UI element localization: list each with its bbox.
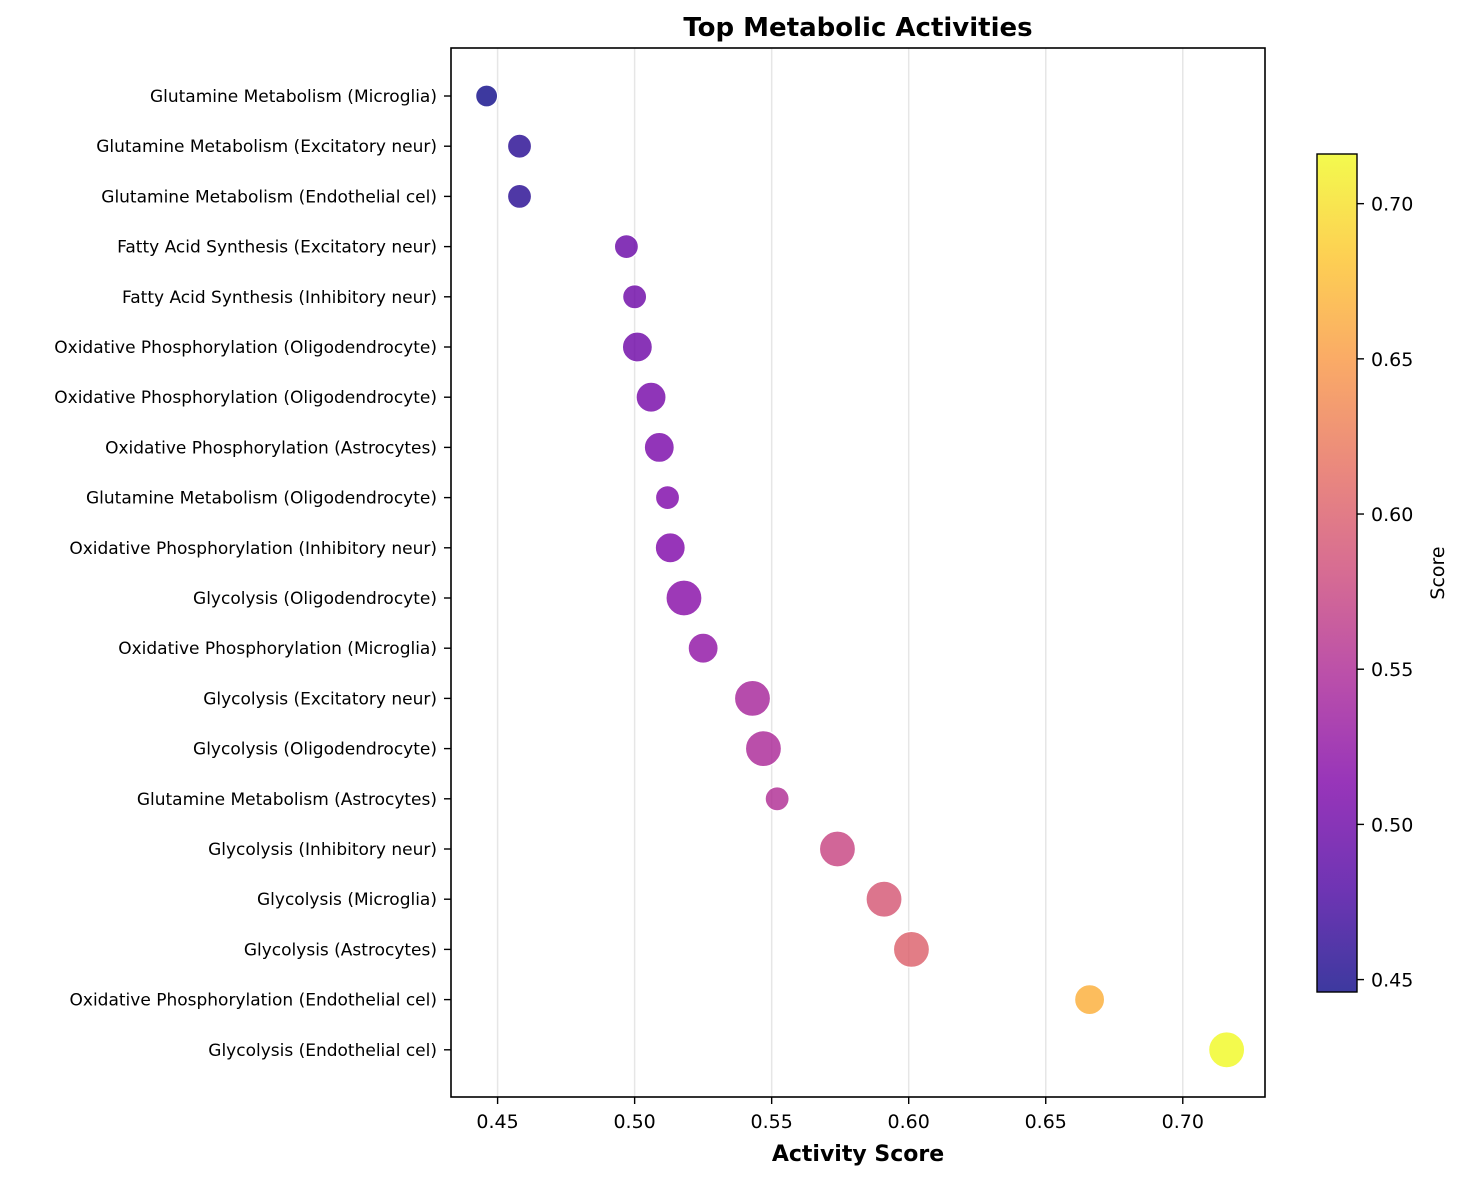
data-point bbox=[1208, 1031, 1246, 1069]
category-label: Oxidative Phosphorylation (Endothelial c… bbox=[70, 991, 437, 1011]
data-point bbox=[744, 729, 783, 768]
data-point bbox=[687, 632, 719, 664]
data-point bbox=[654, 485, 681, 511]
category-label: Glycolysis (Oligodendrocyte) bbox=[193, 589, 437, 609]
category-label: Glycolysis (Endothelial cel) bbox=[208, 1041, 437, 1061]
category-label: Oxidative Phosphorylation (Inhibitory ne… bbox=[69, 539, 437, 559]
x-tick-label: 0.60 bbox=[888, 1111, 930, 1133]
category-label: Glycolysis (Inhibitory neur) bbox=[208, 840, 437, 860]
data-point bbox=[1073, 983, 1106, 1016]
data-point bbox=[665, 579, 703, 617]
data-point bbox=[475, 84, 499, 108]
category-label: Glutamine Metabolism (Excitatory neur) bbox=[96, 137, 437, 157]
colorbar: Score 0.45 0.50 0.55 0.60 0.65 0.70 bbox=[1316, 153, 1449, 993]
x-tick-label: 0.45 bbox=[476, 1111, 518, 1133]
chart-title: Top Metabolic Activities bbox=[683, 13, 1032, 43]
data-point bbox=[643, 431, 675, 463]
colorbar-tick-label: 0.55 bbox=[1371, 659, 1413, 681]
data-point bbox=[892, 930, 931, 969]
x-tick-label: 0.50 bbox=[613, 1111, 655, 1133]
data-point bbox=[635, 381, 667, 413]
category-label: Oxidative Phosphorylation (Oligodendrocy… bbox=[54, 338, 437, 358]
data-point bbox=[865, 880, 903, 918]
x-tick-label: 0.55 bbox=[751, 1111, 793, 1133]
category-label: Oxidative Phosphorylation (Microglia) bbox=[118, 639, 437, 659]
colorbar-tick-label: 0.45 bbox=[1371, 970, 1413, 992]
data-point bbox=[764, 786, 790, 812]
x-axis: 0.45 0.50 0.55 0.60 0.65 0.70 bbox=[476, 1097, 1204, 1133]
grid-lines bbox=[496, 48, 1184, 1097]
x-tick-label: 0.65 bbox=[1025, 1111, 1067, 1133]
category-label: Fatty Acid Synthesis (Inhibitory neur) bbox=[122, 288, 437, 308]
colorbar-tick-label: 0.70 bbox=[1371, 194, 1413, 216]
x-tick-label: 0.70 bbox=[1162, 1111, 1204, 1133]
category-labels: Glutamine Metabolism (Microglia) Glutamin… bbox=[54, 87, 451, 1061]
points-layer bbox=[475, 84, 1246, 1069]
data-point bbox=[621, 331, 653, 363]
category-label: Glycolysis (Excitatory neur) bbox=[203, 689, 437, 709]
colorbar-tick-label: 0.65 bbox=[1371, 349, 1413, 371]
data-point bbox=[818, 830, 857, 868]
category-label: Glutamine Metabolism (Microglia) bbox=[150, 87, 437, 107]
colorbar-label: Score bbox=[1427, 546, 1449, 599]
x-axis-label: Activity Score bbox=[772, 1142, 944, 1167]
plot-frame bbox=[450, 47, 1266, 1098]
colorbar-tick-label: 0.50 bbox=[1371, 814, 1413, 836]
category-label: Oxidative Phosphorylation (Astrocytes) bbox=[105, 438, 437, 458]
category-label: Glutamine Metabolism (Oligodendrocyte) bbox=[86, 489, 437, 509]
category-label: Glycolysis (Oligodendrocyte) bbox=[193, 740, 437, 760]
data-point bbox=[622, 284, 648, 310]
category-label: Glutamine Metabolism (Astrocytes) bbox=[137, 790, 437, 810]
category-label: Glycolysis (Astrocytes) bbox=[244, 940, 437, 960]
data-point bbox=[506, 133, 533, 159]
category-label: Oxidative Phosphorylation (Oligodendrocy… bbox=[54, 388, 437, 408]
category-label: Glutamine Metabolism (Endothelial cel) bbox=[101, 187, 437, 207]
category-label: Fatty Acid Synthesis (Excitatory neur) bbox=[117, 238, 437, 258]
data-point bbox=[654, 532, 686, 564]
data-point bbox=[506, 183, 533, 209]
colorbar-tick-label: 0.60 bbox=[1371, 504, 1413, 526]
colorbar-gradient bbox=[1316, 153, 1358, 993]
data-point bbox=[733, 679, 772, 718]
category-label: Glycolysis (Microglia) bbox=[257, 890, 437, 910]
data-point bbox=[613, 234, 640, 260]
